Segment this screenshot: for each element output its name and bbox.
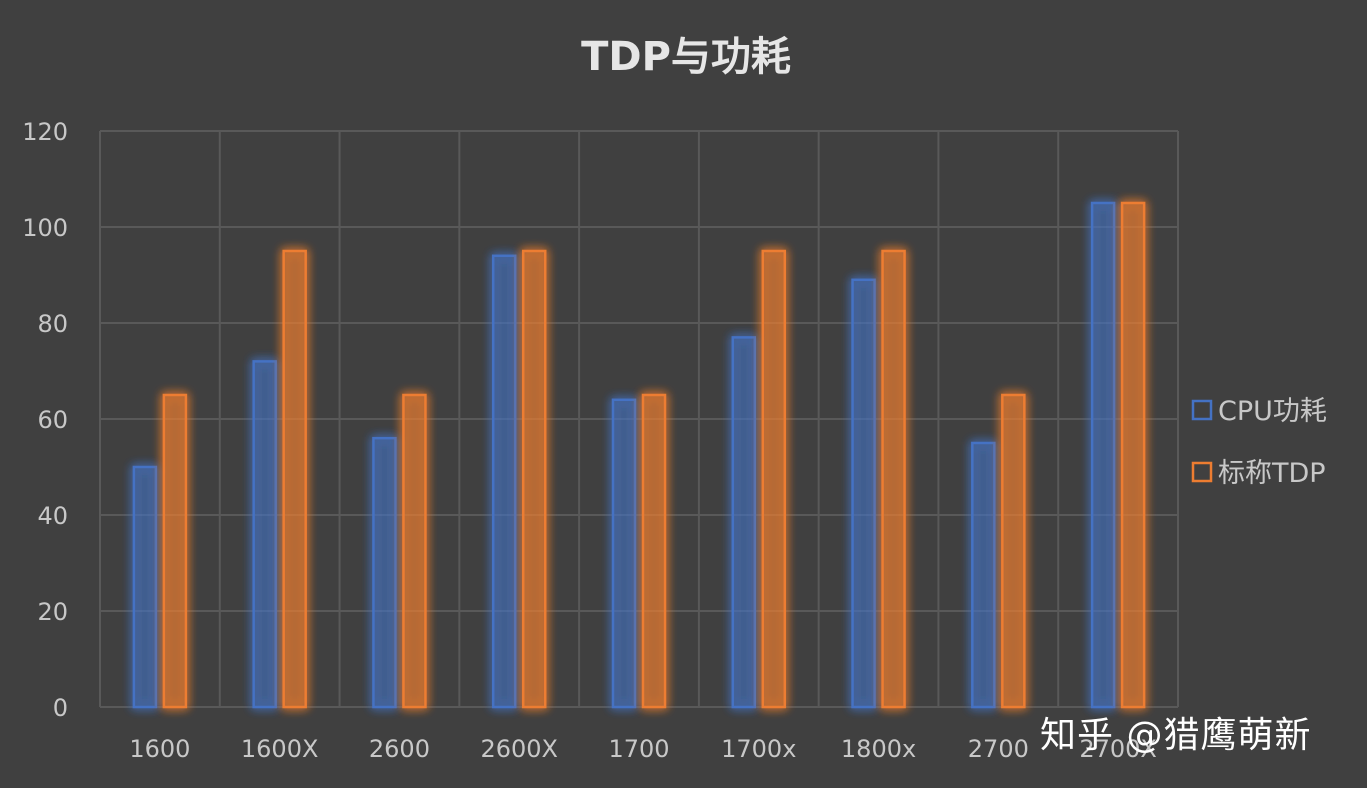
bar-rated-tdp (881, 249, 906, 709)
bar-cpu-power (491, 254, 517, 709)
x-tick-label: 2600 (369, 735, 430, 763)
x-tick-label: 2600X (480, 735, 558, 763)
y-tick-label: 40 (37, 502, 68, 530)
x-tick-label: 1600 (129, 735, 190, 763)
bar-rated-tdp (521, 249, 547, 709)
y-tick-label: 60 (37, 406, 68, 434)
bar-rated-tdp (162, 393, 188, 709)
chart-title: TDP与功耗 (581, 34, 791, 80)
bar-rated-tdp (1001, 393, 1026, 709)
y-tick-label: 100 (22, 214, 68, 242)
bars (132, 201, 1146, 709)
bar-rated-tdp (641, 393, 667, 709)
bar-rated-tdp (402, 393, 427, 709)
legend-label-rated-tdp: 标称TDP (1218, 458, 1326, 489)
bar-cpu-power (971, 441, 996, 709)
y-tick-label: 80 (37, 310, 68, 338)
watermark-text: 知乎 @猎鹰萌新 (1040, 715, 1312, 756)
legend-swatch-rated-tdp (1191, 461, 1213, 483)
x-tick-label: 1600X (241, 735, 319, 763)
bar-cpu-power (731, 336, 757, 709)
x-tick-label: 2700 (968, 735, 1029, 763)
x-tick-label: 1700x (721, 735, 796, 763)
bar-cpu-power (851, 278, 876, 709)
axis-labels: 0 20 40 60 80 100 120 1600 1600X 2600 2600X 1700 170… (22, 118, 1157, 763)
bar-cpu-power (132, 465, 158, 709)
bar-cpu-power (372, 436, 397, 709)
bar-cpu-power (1090, 201, 1116, 709)
grid (99, 130, 1179, 708)
x-tick-label: 1800x (841, 735, 916, 763)
x-tick-label: 1700 (608, 735, 669, 763)
y-tick-label: 0 (53, 694, 68, 722)
x-tick-label: 2700X (1079, 735, 1157, 763)
bar-rated-tdp (282, 249, 307, 709)
bar-rated-tdp (761, 249, 787, 709)
bar-rated-tdp (1120, 201, 1146, 709)
bar-cpu-power (252, 360, 277, 709)
y-tick-label: 20 (37, 598, 68, 626)
legend-label-cpu-power: CPU功耗 (1218, 396, 1327, 427)
bar-cpu-power (611, 398, 637, 709)
legend-swatch-cpu-power (1191, 399, 1213, 421)
y-tick-label: 120 (22, 118, 68, 146)
